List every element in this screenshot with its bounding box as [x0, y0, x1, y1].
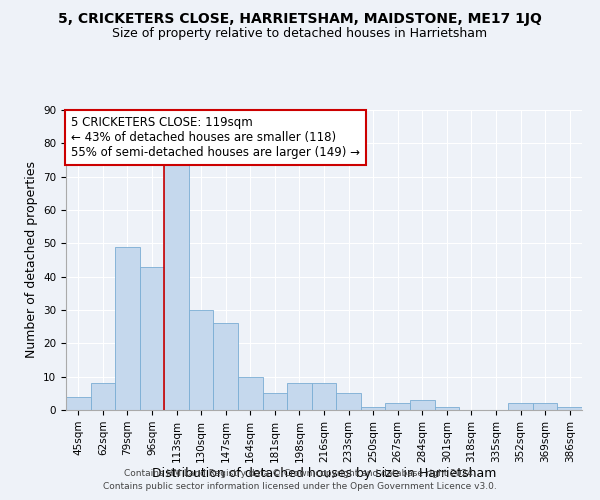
Text: Contains public sector information licensed under the Open Government Licence v3: Contains public sector information licen… [103, 482, 497, 491]
Bar [557, 406, 582, 410]
Bar [66, 396, 91, 410]
Bar [140, 266, 164, 410]
Bar [385, 404, 410, 410]
Bar [189, 310, 214, 410]
Text: Size of property relative to detached houses in Harrietsham: Size of property relative to detached ho… [112, 28, 488, 40]
Bar [287, 384, 312, 410]
Text: 5, CRICKETERS CLOSE, HARRIETSHAM, MAIDSTONE, ME17 1JQ: 5, CRICKETERS CLOSE, HARRIETSHAM, MAIDST… [58, 12, 542, 26]
Bar [164, 164, 189, 410]
Bar [336, 394, 361, 410]
X-axis label: Distribution of detached houses by size in Harrietsham: Distribution of detached houses by size … [152, 468, 496, 480]
Bar [238, 376, 263, 410]
Bar [91, 384, 115, 410]
Bar [533, 404, 557, 410]
Bar [410, 400, 434, 410]
Y-axis label: Number of detached properties: Number of detached properties [25, 162, 38, 358]
Bar [434, 406, 459, 410]
Bar [361, 406, 385, 410]
Text: Contains HM Land Registry data © Crown copyright and database right 2024.: Contains HM Land Registry data © Crown c… [124, 468, 476, 477]
Bar [115, 246, 140, 410]
Bar [508, 404, 533, 410]
Bar [214, 324, 238, 410]
Text: 5 CRICKETERS CLOSE: 119sqm
← 43% of detached houses are smaller (118)
55% of sem: 5 CRICKETERS CLOSE: 119sqm ← 43% of deta… [71, 116, 360, 159]
Bar [312, 384, 336, 410]
Bar [263, 394, 287, 410]
